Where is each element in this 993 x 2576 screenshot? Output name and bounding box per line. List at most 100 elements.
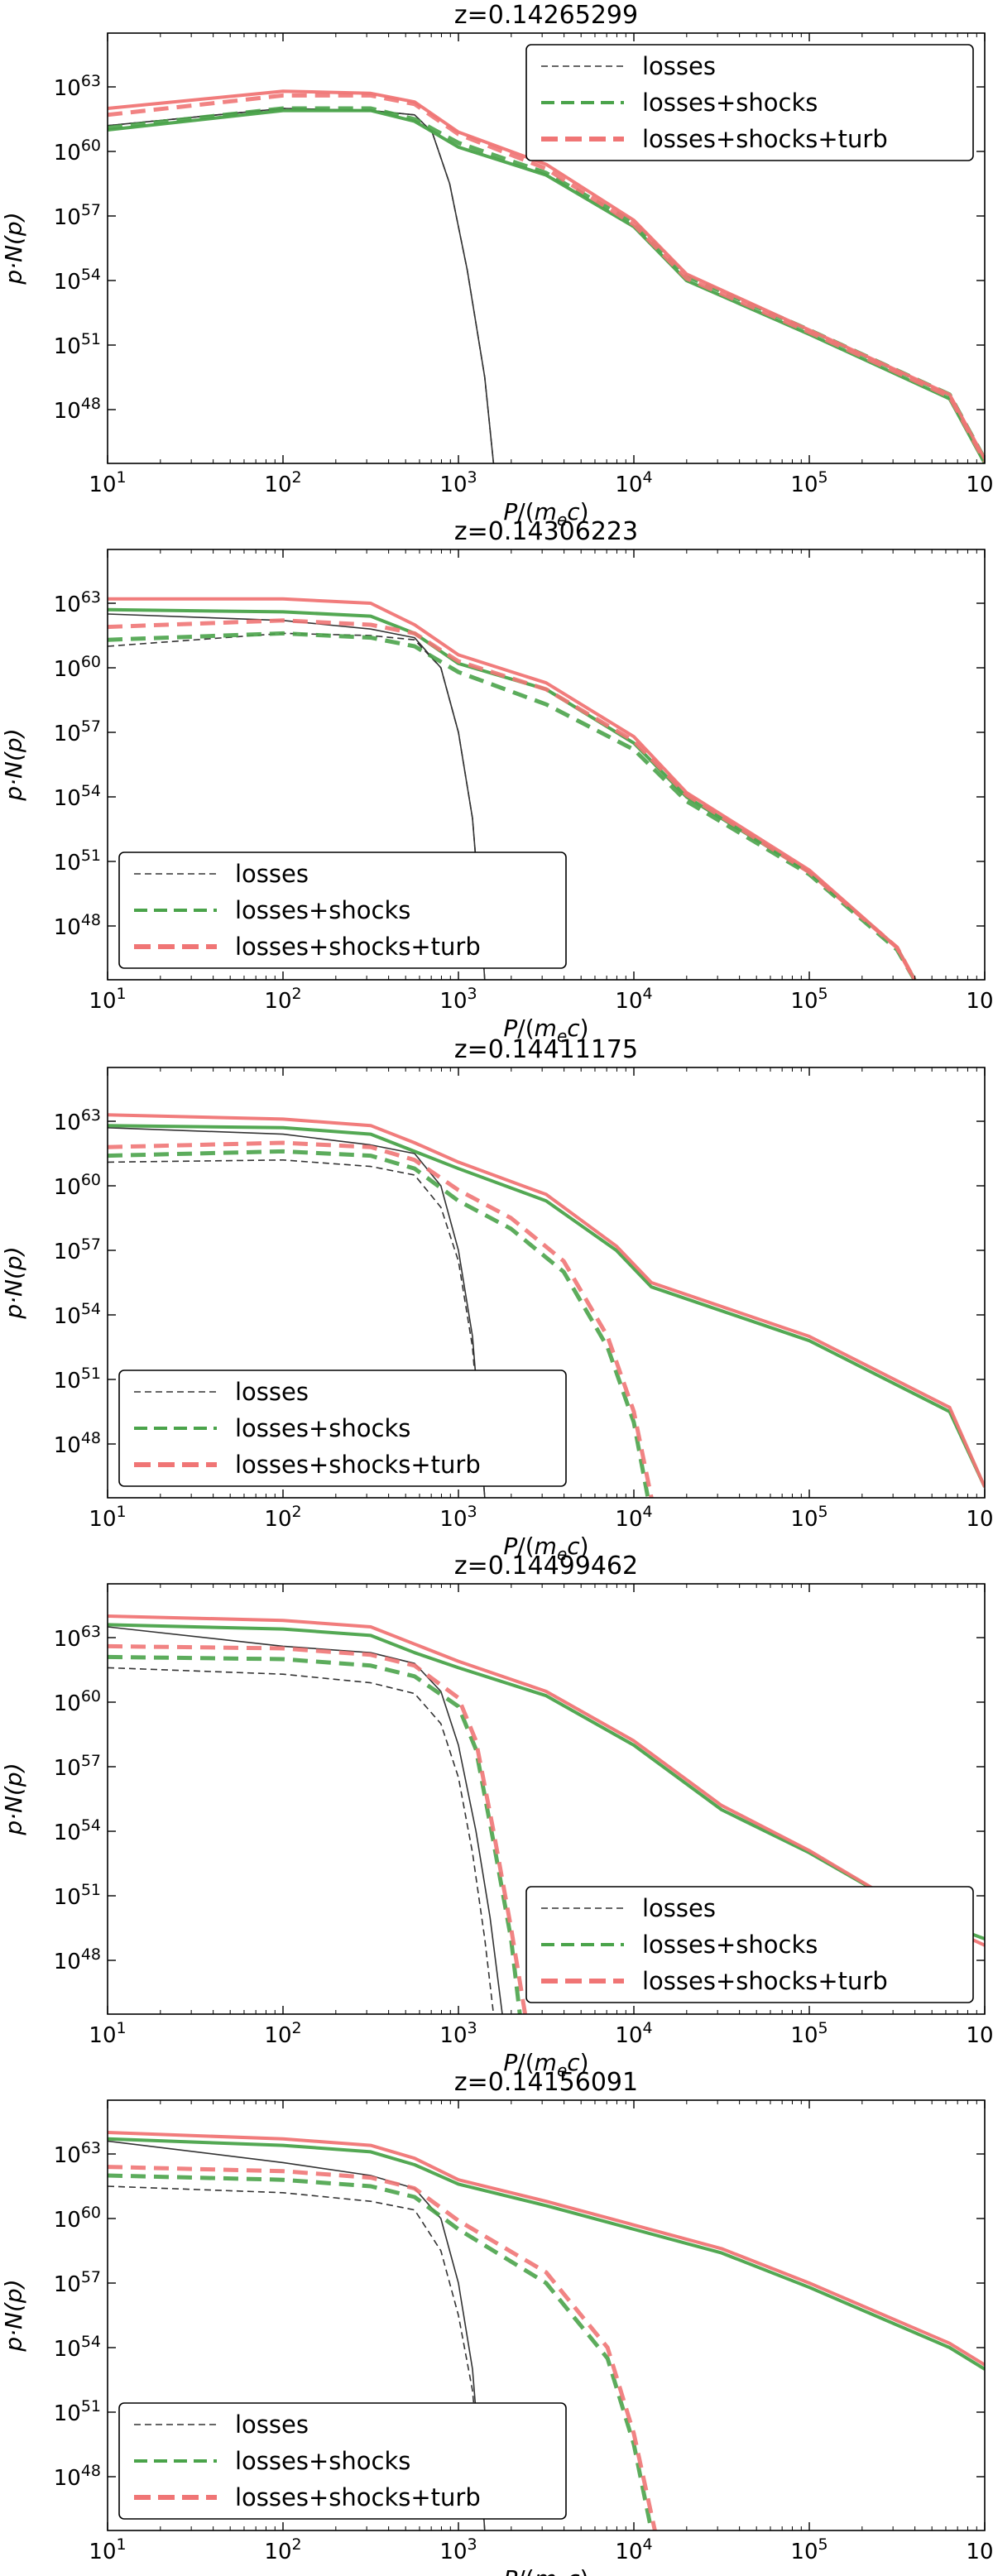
- legend-label: losses: [235, 860, 309, 888]
- legend-label: losses: [235, 1378, 309, 1406]
- legend-label: losses: [642, 1894, 716, 1922]
- y-tick-label: 1051: [54, 1365, 101, 1394]
- x-tick-label: 105: [790, 1503, 828, 1532]
- x-tick-label: 106: [966, 985, 993, 1014]
- x-tick-label: 102: [264, 468, 301, 497]
- y-tick-label: 1051: [54, 1881, 101, 1910]
- legend: losses losses+shocks losses+shocks+turb: [118, 2402, 567, 2520]
- series-line-losses-shocks-dashed: [108, 631, 917, 980]
- legend-label: losses+shocks+turb: [235, 2483, 481, 2511]
- y-tick-label: 1060: [54, 2204, 101, 2233]
- y-tick-label: 1063: [54, 1106, 101, 1135]
- y-tick-label: 1051: [54, 847, 101, 875]
- y-tick-label: 1051: [54, 330, 101, 359]
- chart-title: z=0.14156091: [454, 2068, 638, 2097]
- x-tick-label: 101: [89, 985, 126, 1014]
- legend-label: losses+shocks: [235, 1414, 410, 1442]
- axes-frame: [107, 1583, 986, 2015]
- y-tick-label: 1051: [54, 2397, 101, 2426]
- x-tick-label: 103: [439, 468, 477, 497]
- x-axis-label: P/(mec): [503, 2565, 588, 2576]
- series-line-losses-thin-dashed: [108, 632, 486, 980]
- series-group: [108, 1614, 985, 2014]
- x-axis-label: P/(mec): [503, 2049, 588, 2080]
- x-tick-label: 101: [89, 2019, 126, 2048]
- x-tick-label: 102: [264, 1503, 301, 1532]
- y-tick-label: 1060: [54, 1171, 101, 1200]
- series-line-losses-thin-dashed: [108, 1667, 495, 2014]
- y-tick-label: 1063: [54, 2139, 101, 2168]
- y-tick-label: 1054: [54, 1816, 101, 1845]
- y-tick-label: 1048: [54, 2462, 101, 2491]
- series-group: [108, 89, 985, 463]
- y-tick-label: 1063: [54, 72, 101, 101]
- series-group: [108, 2131, 985, 2530]
- x-tick-label: 104: [615, 985, 652, 1014]
- x-tick-label: 102: [264, 2535, 301, 2564]
- series-line-losses-shocks-turb-dashed: [108, 1643, 528, 2014]
- legend-label: losses+shocks: [235, 2447, 410, 2475]
- x-tick-label: 104: [615, 1503, 652, 1532]
- series-line-unlabeled-solid: [108, 1113, 985, 1488]
- series-line-losses-shocks-turb-dashed: [108, 1140, 654, 1498]
- legend-box: [525, 1886, 974, 2003]
- legend-box: [118, 851, 567, 969]
- panel-4: z=0.14499462 101 102 103 104 105 106 1048 1051 10…: [0, 1552, 993, 2080]
- y-tick-label: 1057: [54, 1752, 101, 1781]
- x-axis-label: P/(mec): [503, 498, 588, 530]
- y-tick-label: 1057: [54, 1235, 101, 1264]
- legend-label: losses+shocks+turb: [642, 1967, 888, 1995]
- panel-2: z=0.14306223 101 102 103 104 105 106 1048 1051 10…: [0, 517, 993, 1046]
- chart-title: z=0.14306223: [454, 517, 638, 546]
- legend-box: [525, 44, 974, 161]
- y-axis-label: p·N(p): [0, 212, 27, 285]
- panel-1: z=0.14265299 101 102 103 104 105 106 1048 1051 10…: [0, 1, 993, 530]
- x-tick-label: 101: [89, 1503, 126, 1532]
- y-tick-label: 1048: [54, 395, 101, 424]
- chart-title: z=0.14265299: [454, 1, 638, 30]
- legend: losses losses+shocks losses+shocks+turb: [118, 1370, 567, 1487]
- x-tick-label: 106: [966, 2535, 993, 2564]
- y-axis-label: p·N(p): [0, 1246, 27, 1319]
- y-tick-label: 1063: [54, 1623, 101, 1652]
- x-tick-label: 104: [615, 2535, 652, 2564]
- y-tick-label: 1063: [54, 588, 101, 617]
- x-tick-label: 105: [790, 985, 828, 1014]
- x-tick-label: 106: [966, 2019, 993, 2048]
- legend: losses losses+shocks losses+shocks+turb: [525, 1886, 974, 2003]
- x-tick-label: 105: [790, 2019, 828, 2048]
- x-tick-label: 104: [615, 2019, 652, 2048]
- x-tick-label: 103: [439, 2019, 477, 2048]
- series-line-unlabeled-solid: [108, 1124, 985, 1488]
- y-tick-label: 1048: [54, 911, 101, 940]
- x-tick-label: 102: [264, 2019, 301, 2048]
- x-tick-label: 105: [790, 468, 828, 497]
- y-tick-label: 1060: [54, 1687, 101, 1716]
- series-line-unlabeled-thin-solid: [108, 1626, 503, 2014]
- series-line-losses-thin-dashed: [108, 108, 495, 463]
- axes-frame: [107, 1067, 986, 1499]
- legend-label: losses: [642, 52, 716, 80]
- series-line-unlabeled-solid: [108, 1614, 985, 1947]
- y-axis-label: p·N(p): [0, 728, 27, 801]
- axes-frame: [107, 2099, 986, 2531]
- x-axis-label: P/(mec): [503, 1533, 588, 1564]
- legend: losses losses+shocks losses+shocks+turb: [525, 44, 974, 161]
- y-tick-label: 1057: [54, 717, 101, 746]
- x-tick-label: 103: [439, 2535, 477, 2564]
- legend-label: losses+shocks: [235, 896, 410, 924]
- y-tick-label: 1060: [54, 653, 101, 682]
- series-line-losses-thin-solid: [108, 108, 495, 463]
- series-line-losses-shocks-dashed: [108, 1654, 522, 2014]
- legend-label: losses+shocks+turb: [642, 125, 888, 153]
- x-tick-label: 106: [966, 468, 993, 497]
- series-line-unlabeled-solid: [108, 2131, 985, 2367]
- panel-3: z=0.14411175 101 102 103 104 105 106 1048 1051 10…: [0, 1035, 993, 1564]
- series-line-losses-shocks-turb-dashed: [108, 618, 917, 980]
- legend-label: losses+shocks: [642, 89, 818, 117]
- y-axis-label: p·N(p): [0, 2279, 27, 2352]
- legend: losses losses+shocks losses+shocks+turb: [118, 851, 567, 969]
- x-tick-label: 101: [89, 468, 126, 497]
- y-tick-label: 1054: [54, 2333, 101, 2362]
